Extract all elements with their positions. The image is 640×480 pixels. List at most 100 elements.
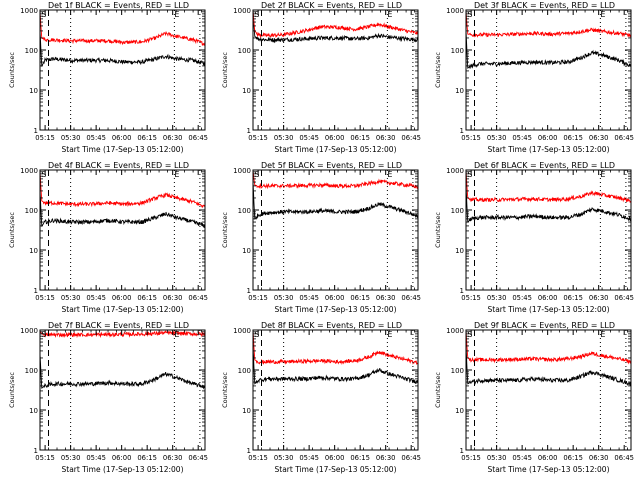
x-tick-label: 05:30 [61,294,81,302]
x-tick-label: 05:30 [487,294,507,302]
y-tick-label: 1000 [20,167,38,175]
series-events-line [465,30,632,69]
y-tick-label: 1 [460,287,464,295]
x-tick-label: 05:45 [86,294,106,302]
y-tick-label: 10 [242,87,251,95]
series-events-line [39,354,206,390]
marker-s: S [467,330,472,339]
panel-title: Det 4f BLACK = Events, RED = LLD [48,161,189,170]
panel-title: Det 6f BLACK = Events, RED = LLD [474,161,615,170]
marker-e: E [387,330,392,339]
y-tick-label: 1000 [20,7,38,15]
x-axis-label: Start Time (17-Sep-13 05:12:00) [488,465,610,474]
series-events-line [39,30,206,67]
series-events-line [252,11,419,44]
marker-e: E [174,10,179,19]
x-tick-label: 05:15 [35,294,55,302]
marker-s: S [467,10,472,19]
y-tick-label: 1 [460,127,464,135]
series-lld-line [465,11,632,38]
x-tick-label: 06:00 [325,454,345,462]
y-tick-label: 1 [34,127,38,135]
y-tick-label: 1 [247,287,251,295]
x-tick-label: 05:45 [512,294,532,302]
x-tick-label: 06:45 [401,294,421,302]
y-tick-label: 100 [238,367,251,375]
x-tick-label: 06:30 [163,454,183,462]
x-tick-label: 06:45 [188,454,208,462]
panel-det-7: Det 7f BLACK = Events, RED = LLD Counts/s… [8,321,208,474]
x-tick-label: 06:00 [538,454,558,462]
x-tick-label: 05:30 [61,454,81,462]
panel-det-9: Det 9f BLACK = Events, RED = LLD Counts/s… [434,321,634,474]
x-tick-label: 05:45 [86,134,106,142]
x-tick-label: 05:15 [248,134,268,142]
plot-frame [39,329,206,451]
y-tick-label: 10 [29,407,38,415]
x-tick-label: 05:45 [299,294,319,302]
x-tick-label: 06:45 [188,294,208,302]
y-tick-label: 10 [242,407,251,415]
panel-title: Det 9f BLACK = Events, RED = LLD [474,321,615,330]
plot-frame [465,329,632,451]
y-axis-label: Counts/sec [434,212,442,248]
x-tick-label: 06:15 [563,294,583,302]
y-tick-label: 10 [29,247,38,255]
x-tick-label: 05:15 [248,454,268,462]
panel-title: Det 5f BLACK = Events, RED = LLD [261,161,402,170]
y-axis-label: Counts/sec [434,52,442,88]
y-axis-label: Counts/sec [221,52,229,88]
y-tick-label: 1000 [233,167,251,175]
x-tick-label: 05:15 [35,454,55,462]
y-tick-label: 1 [247,447,251,455]
x-tick-label: 05:15 [461,294,481,302]
panel-det-3: Det 3f BLACK = Events, RED = LLD Counts/s… [434,1,634,154]
x-tick-label: 05:45 [86,454,106,462]
y-tick-label: 1000 [20,327,38,335]
marker-s: S [254,10,259,19]
x-tick-label: 06:15 [350,294,370,302]
marker-e: E [174,170,179,179]
x-tick-label: 06:15 [563,134,583,142]
marker-s: S [41,330,46,339]
panel-det-8: Det 8f BLACK = Events, RED = LLD Counts/s… [221,321,421,474]
x-tick-label: 06:30 [163,294,183,302]
x-tick-label: 06:00 [112,454,132,462]
plot-frame [252,329,419,451]
x-tick-label: 05:30 [274,294,294,302]
y-tick-label: 10 [455,407,464,415]
x-tick-label: 06:15 [137,454,157,462]
x-tick-label: 06:00 [325,134,345,142]
y-tick-label: 10 [29,87,38,95]
y-tick-label: 10 [455,247,464,255]
x-tick-label: 06:30 [376,294,396,302]
x-axis-label: Start Time (17-Sep-13 05:12:00) [62,145,184,154]
y-tick-label: 100 [451,47,464,55]
marker-s: S [254,170,259,179]
panel-det-1: Det 1f BLACK = Events, RED = LLD Counts/s… [8,1,208,154]
x-tick-label: 05:45 [299,454,319,462]
x-tick-label: 06:00 [538,134,558,142]
x-tick-label: 06:30 [589,294,609,302]
plot-frame [39,169,206,291]
panel-det-4: Det 4f BLACK = Events, RED = LLD Counts/s… [8,161,208,314]
x-tick-label: 06:00 [112,134,132,142]
y-tick-label: 100 [238,207,251,215]
x-tick-label: 06:15 [137,294,157,302]
x-tick-label: 06:45 [188,134,208,142]
series-lld-line [39,171,205,209]
series-lld-line [39,11,206,46]
series-lld-line [252,170,419,190]
y-tick-label: 1000 [446,7,464,15]
x-tick-label: 06:15 [137,134,157,142]
x-axis-label: Start Time (17-Sep-13 05:12:00) [275,305,397,314]
x-axis-label: Start Time (17-Sep-13 05:12:00) [488,145,610,154]
marker-e: E [174,330,179,339]
panel-title: Det 8f BLACK = Events, RED = LLD [261,321,402,330]
x-tick-label: 06:30 [376,454,396,462]
plot-frame [465,9,632,131]
x-tick-label: 05:15 [35,134,55,142]
x-tick-label: 05:15 [461,134,481,142]
series-events-line [465,185,632,223]
marker-e: E [387,170,392,179]
